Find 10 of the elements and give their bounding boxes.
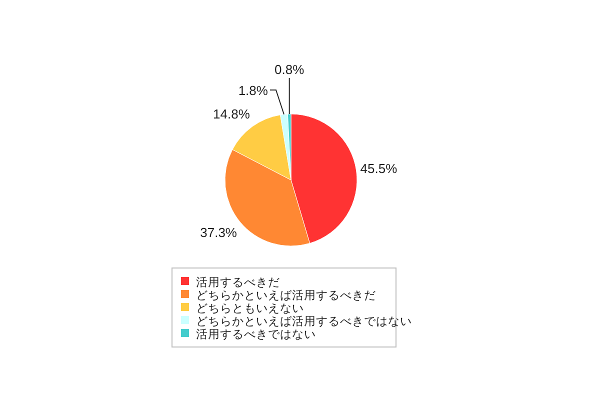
data-label: 1.8% — [238, 83, 268, 98]
data-label: 45.5% — [360, 161, 398, 176]
legend-label: どちらかといえば活用するべきではない — [196, 315, 412, 328]
legend-label: 活用するべきだ — [196, 276, 280, 289]
legend-label: 活用するべきではない — [196, 328, 316, 341]
data-label: 0.8% — [274, 62, 305, 77]
data-label: 14.8% — [213, 106, 250, 122]
legend-label: どちらともいえない — [196, 302, 304, 315]
data-label: 37.3% — [200, 225, 238, 240]
legend-label: どちらかといえば活用するべきだ — [196, 289, 376, 302]
